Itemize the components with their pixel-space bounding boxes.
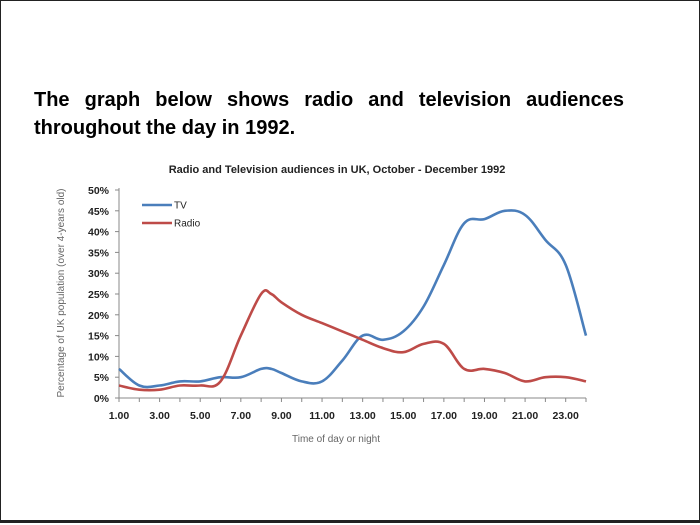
y-tick-label: 40% <box>88 227 110 239</box>
x-tick-label: 3.00 <box>149 410 170 422</box>
series-layer <box>118 209 588 392</box>
x-tick-label: 13.00 <box>350 410 376 422</box>
series-line-radio <box>118 289 587 392</box>
x-tick-label: 17.00 <box>431 410 457 422</box>
y-tick-label: 20% <box>88 310 110 322</box>
chart-title: Radio and Television audiences in UK, Oc… <box>169 164 506 176</box>
x-tick-label: 15.00 <box>390 410 416 422</box>
page-heading: The graph below shows radio and televisi… <box>34 89 624 139</box>
x-tick-label: 19.00 <box>471 410 497 422</box>
y-tick-label: 5% <box>94 372 110 384</box>
y-tick-label: 10% <box>88 351 110 363</box>
x-tick-label: 23.00 <box>553 410 579 422</box>
y-tick-label: 45% <box>88 206 110 218</box>
y-axis-label: Percentage of UK population (over 4-year… <box>56 188 67 397</box>
series-line-tv <box>118 209 588 389</box>
y-tick-label: 25% <box>88 289 110 301</box>
axes: 0% 5% 10% 15% 20% 25% 30% 35% 40% 45% 50% 1.00 3.00 5… <box>88 185 587 422</box>
legend-label-radio: Radio <box>174 219 201 230</box>
y-tick-label: 15% <box>88 331 110 343</box>
x-tick-label: 7.00 <box>231 410 252 422</box>
x-tick-label: 9.00 <box>271 410 292 422</box>
x-axis-label: Time of day or night <box>292 434 380 445</box>
x-tick-label: 21.00 <box>512 410 538 422</box>
legend: TV Radio <box>142 201 201 230</box>
y-tick-label: 50% <box>88 185 110 197</box>
y-tick-label: 35% <box>88 247 110 259</box>
y-tick-label: 0% <box>94 393 110 405</box>
x-tick-label: 1.00 <box>109 410 130 422</box>
legend-label-tv: TV <box>174 201 187 212</box>
x-tick-label: 11.00 <box>309 410 335 422</box>
y-tick-label: 30% <box>88 268 110 280</box>
x-tick-label: 5.00 <box>190 410 211 422</box>
